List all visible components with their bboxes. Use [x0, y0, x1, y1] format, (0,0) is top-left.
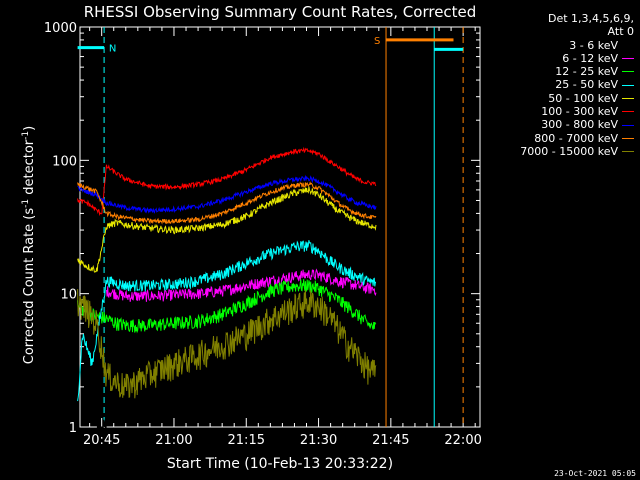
vertical-lines	[103, 27, 464, 427]
legend-entry: 100 - 300 keV	[520, 105, 634, 118]
legend-entry: 50 - 100 keV	[520, 92, 634, 105]
legend-swatch	[622, 137, 634, 139]
series-line	[77, 279, 377, 334]
legend-label: 50 - 100 keV	[548, 91, 618, 105]
legend-entry: 800 - 7000 keV	[520, 132, 634, 145]
legend-swatch	[622, 97, 634, 99]
legend-header-1: Det 1,3,4,5,6,9,	[547, 12, 634, 25]
series-line	[77, 181, 377, 225]
legend: Det 1,3,4,5,6,9, Att 0 3 - 6 keV 6 - 12 k…	[520, 12, 634, 158]
legend-label: 100 - 300 keV	[541, 105, 618, 119]
legend-label: 3 - 6 keV	[569, 38, 618, 52]
legend-label: 300 - 800 keV	[541, 118, 618, 132]
plot-frame	[79, 26, 481, 428]
footer-date: 23-Oct-2021 05:05	[554, 469, 636, 478]
legend-entry: 7000 - 15000 keV	[520, 145, 634, 158]
legend-swatch	[622, 151, 634, 153]
x-axis-label: Start Time (10-Feb-13 20:33:22)	[167, 456, 393, 472]
x-tick-label: 21:15	[228, 433, 265, 448]
y-axis-label: Corrected Count Rate (s-1 detector-1)	[21, 126, 37, 364]
marker-label: N	[109, 44, 116, 55]
legend-swatch	[622, 111, 634, 113]
legend-label: 7000 - 15000 keV	[520, 144, 618, 158]
series-line	[77, 174, 377, 214]
marker-label: S	[374, 36, 380, 47]
y-axis: 1 10 100 1000	[44, 21, 480, 436]
x-tick-label: 21:30	[300, 433, 337, 448]
legend-swatch	[622, 124, 634, 126]
legend-entry: 12 - 25 keV	[520, 65, 634, 78]
legend-entry: 25 - 50 keV	[520, 78, 634, 91]
legend-entry: 6 - 12 keV	[520, 52, 634, 65]
series-line	[77, 240, 376, 402]
legend-entry: 300 - 800 keV	[520, 118, 634, 131]
legend-swatch	[622, 84, 634, 86]
series-line	[77, 289, 377, 399]
series-line	[77, 146, 377, 217]
legend-header-2: Att 0	[607, 25, 634, 39]
legend-label: 6 - 12 keV	[562, 51, 618, 65]
x-tick-label: 22:00	[444, 433, 481, 448]
legend-label: 800 - 7000 keV	[534, 131, 618, 145]
legend-entry: 3 - 6 keV	[520, 39, 634, 52]
legend-swatch	[622, 71, 634, 73]
chart-title: RHESSI Observing Summary Count Rates, Co…	[84, 3, 477, 21]
x-axis: 20:45 21:00 21:15 21:30 21:45 22:00	[83, 27, 482, 448]
series-line	[106, 268, 377, 302]
y-tick-label: 1000	[44, 21, 77, 36]
y-tick-label: 100	[52, 154, 77, 169]
x-tick-label: 21:00	[155, 433, 192, 448]
y-tick-label: 1	[69, 421, 77, 436]
legend-swatch	[622, 58, 634, 60]
legend-label: 25 - 50 keV	[555, 78, 618, 92]
attenuator-markers: NS	[77, 36, 464, 55]
y-tick-label: 10	[60, 288, 77, 303]
x-tick-label: 21:45	[372, 433, 409, 448]
x-tick-label: 20:45	[83, 433, 120, 448]
legend-swatch	[622, 44, 634, 46]
series-line	[77, 186, 377, 273]
series-lines	[77, 146, 377, 428]
legend-label: 12 - 25 keV	[555, 65, 618, 79]
